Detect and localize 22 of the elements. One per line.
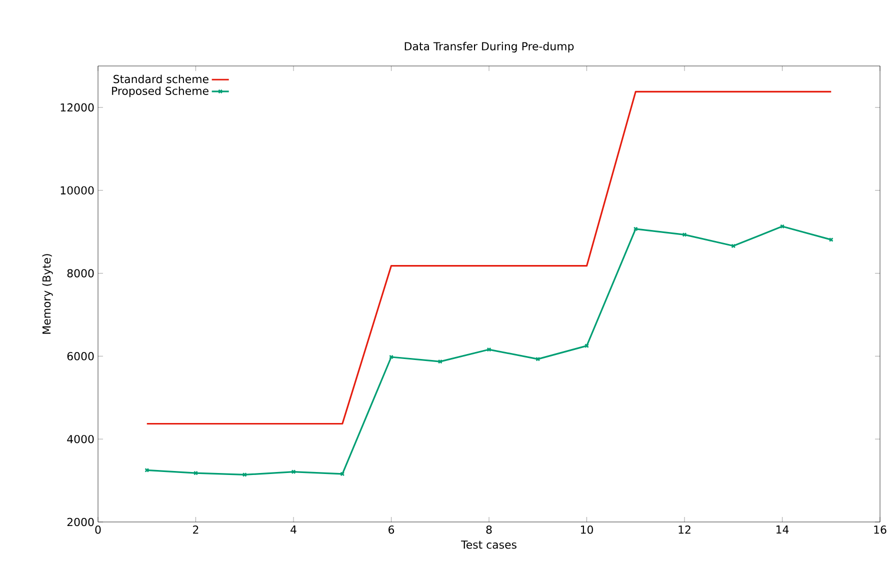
x-tick-label: 14 [776,526,789,534]
x-tick-label: 2 [193,526,198,534]
y-axis-title: Memory (Byte) [42,254,53,334]
x-tick-label: 8 [486,526,492,534]
x-tick-label: 6 [388,526,394,534]
point [584,344,590,348]
y-tick-label: 2000 [67,518,94,526]
y-tick-label: 10000 [60,186,94,194]
y-tick-label: 6000 [67,352,94,360]
x-tick-label: 16 [874,526,886,534]
y-tick-label: 8000 [67,269,94,278]
legend-label: Proposed Scheme [112,86,208,98]
point [486,347,492,352]
x-tick-label: 4 [290,526,296,534]
chart-title: Data Transfer During Pre-dump [404,42,574,52]
y-tick-label: 4000 [67,434,94,444]
legend-label: Standard scheme [114,74,208,84]
x-tick-label: 10 [580,526,593,534]
x-tick-label: 12 [678,526,690,534]
x-axis-title: Test cases [460,540,516,549]
x-tick-label: 0 [95,526,101,534]
y-tick-label: 12000 [60,103,94,112]
